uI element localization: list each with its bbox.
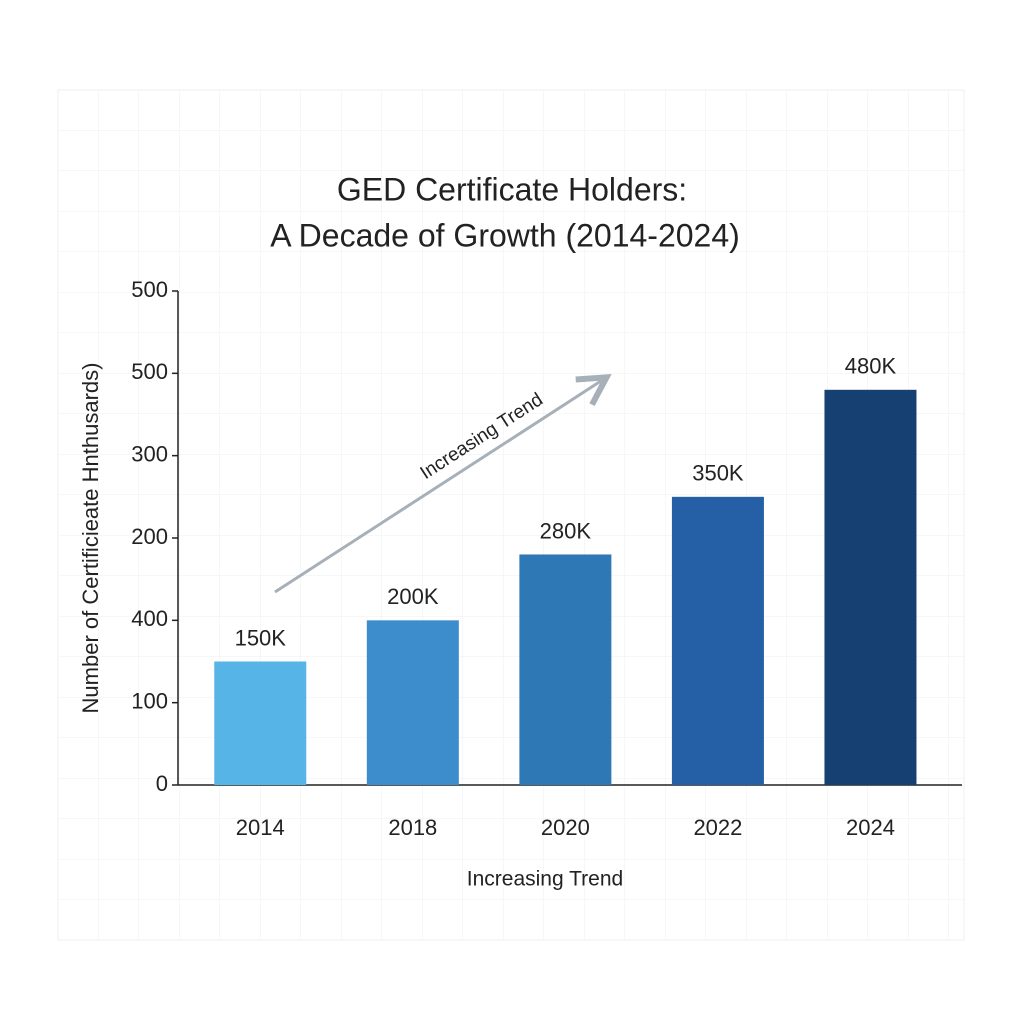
- value-label: 200K: [387, 584, 439, 609]
- x-tick-label: 2018: [388, 815, 437, 840]
- y-tick-label: 400: [131, 606, 168, 631]
- y-tick-label: 0: [156, 771, 168, 796]
- y-axis-label: Number of Certificieate Hnthusards): [78, 363, 103, 714]
- value-label: 280K: [540, 518, 592, 543]
- chart-title: GED Certificate Holders:: [337, 171, 687, 207]
- y-tick-label: 300: [131, 441, 168, 466]
- y-tick-label: 500: [131, 277, 168, 302]
- x-tick-label: 2022: [693, 815, 742, 840]
- trend-arrow: [274, 379, 604, 594]
- value-label: 350K: [692, 461, 744, 486]
- x-tick-label: 2020: [541, 815, 590, 840]
- x-tick-label: 2014: [236, 815, 285, 840]
- y-tick-label: 200: [131, 524, 168, 549]
- x-tick-label: 2024: [846, 815, 895, 840]
- chart-title: A Decade of Growth (2014-2024): [270, 217, 740, 253]
- value-label: 150K: [235, 625, 287, 650]
- x-axis-label: Increasing Trend: [467, 868, 623, 891]
- bar: [214, 661, 307, 785]
- y-tick-label: 100: [131, 688, 168, 713]
- value-label: 480K: [845, 354, 897, 379]
- bar: [671, 496, 764, 785]
- y-tick-label: 500: [131, 359, 168, 384]
- bar: [519, 554, 612, 785]
- background-grid: [57, 89, 965, 941]
- bar: [366, 620, 459, 785]
- bar: [824, 389, 917, 785]
